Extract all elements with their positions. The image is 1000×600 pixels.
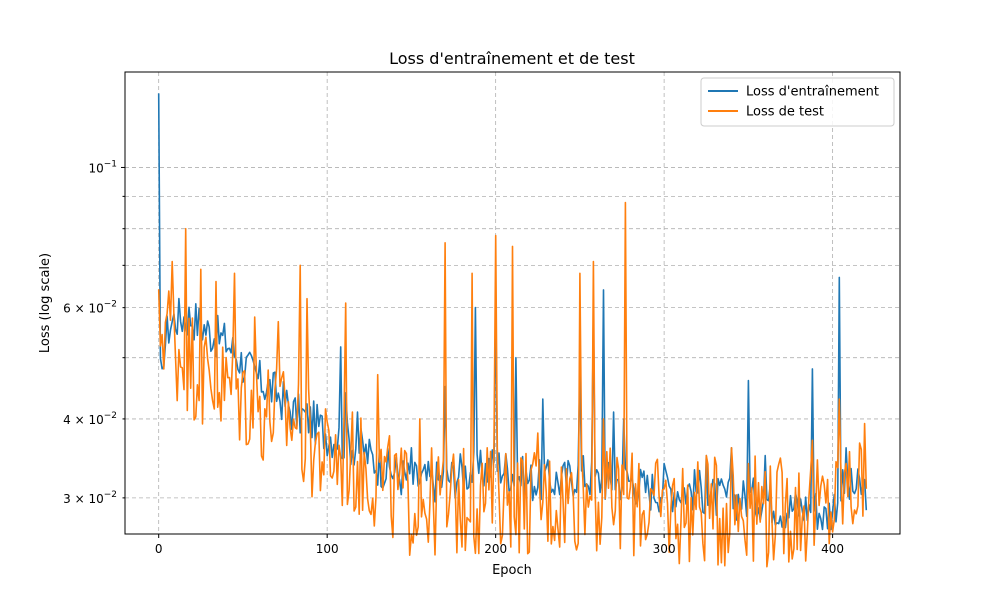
x-tick-label: 0	[155, 542, 163, 556]
plot-frame	[124, 71, 901, 535]
legend-label: Loss de test	[746, 105, 824, 120]
y-tick-label: 6 × 10−2	[63, 300, 117, 316]
x-tick-label: 300	[653, 542, 676, 556]
legend-label: Loss d'entraînement	[746, 85, 879, 100]
chart-title: Loss d'entraînement et de test	[389, 49, 635, 68]
x-tick-label: 100	[316, 542, 339, 556]
series-line-test	[157, 201, 868, 568]
x-axis: 0 100 200 300 400	[155, 534, 844, 556]
y-axis-label: Loss (log scale)	[38, 253, 53, 353]
legend-box	[700, 77, 895, 127]
series-line-train	[157, 93, 868, 531]
series-group	[157, 93, 868, 568]
legend: Loss d'entraînement Loss de test	[700, 77, 895, 127]
x-tick-label: 400	[821, 542, 844, 556]
x-axis-label: Epoch	[492, 563, 532, 578]
y-tick-label: 3 × 10−2	[63, 490, 117, 506]
y-tick-label: 4 × 10−2	[63, 411, 117, 427]
y-axis: 10−13 × 10−24 × 10−26 × 10−2	[63, 159, 125, 506]
x-tick-label: 200	[484, 542, 507, 556]
